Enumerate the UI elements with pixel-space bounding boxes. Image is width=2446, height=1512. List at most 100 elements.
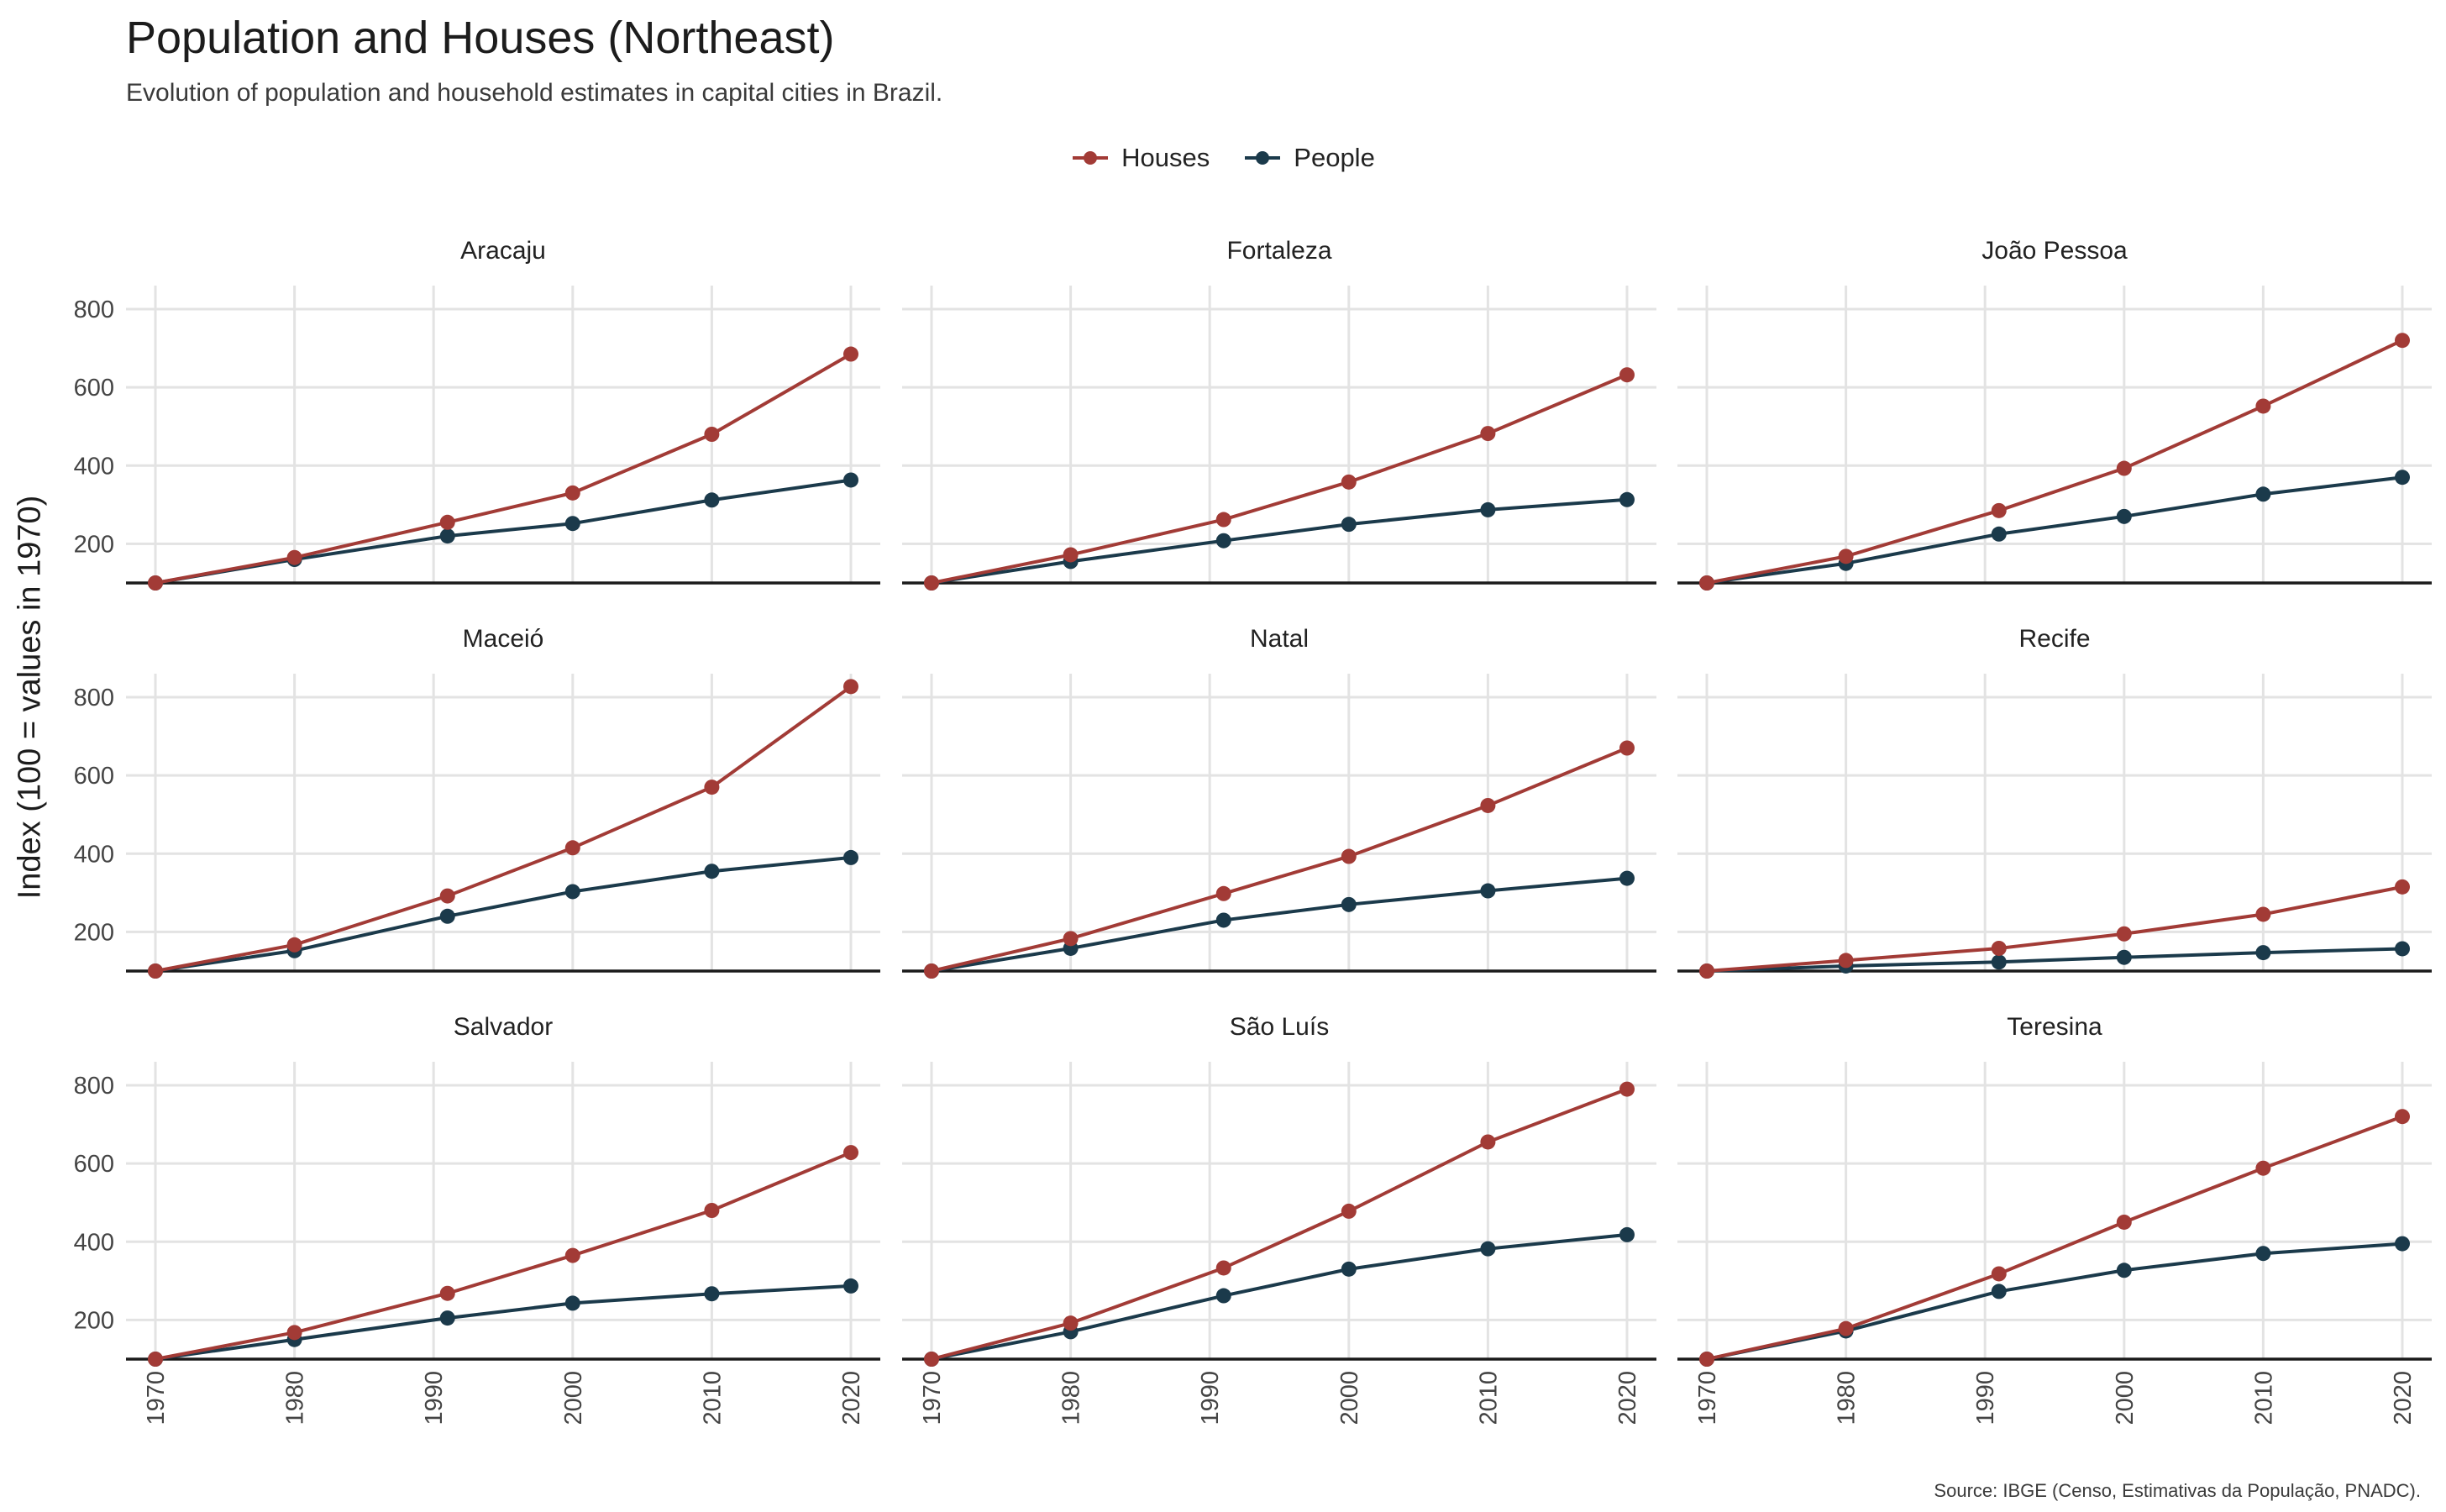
point-houses bbox=[1991, 940, 2007, 956]
legend-item-people: People bbox=[1243, 143, 1375, 173]
x-tick-label: 1980 bbox=[1834, 1371, 1861, 1425]
y-tick-label: 400 bbox=[74, 453, 114, 480]
y-tick-label: 400 bbox=[74, 1229, 114, 1256]
point-houses bbox=[1480, 797, 1496, 813]
point-houses bbox=[1699, 963, 1714, 979]
y-tick-label: 600 bbox=[74, 1151, 114, 1178]
point-people bbox=[843, 1278, 858, 1294]
legend-label-people: People bbox=[1294, 143, 1375, 172]
series-line-houses bbox=[1706, 1115, 2403, 1361]
facet-title: Teresina bbox=[2007, 1013, 2102, 1041]
series-line-houses bbox=[931, 373, 1628, 585]
chart-caption: Source: IBGE (Censo, Estimativas da Popu… bbox=[1934, 1480, 2421, 1501]
point-houses bbox=[1838, 549, 1854, 564]
point-people bbox=[2395, 1236, 2410, 1252]
point-houses bbox=[1215, 885, 1231, 901]
point-houses bbox=[1480, 426, 1496, 442]
y-tick-label: 800 bbox=[74, 1073, 114, 1100]
point-houses bbox=[704, 427, 720, 442]
series-line-houses bbox=[155, 352, 852, 585]
point-houses bbox=[1341, 1203, 1357, 1219]
point-houses bbox=[1063, 1315, 1079, 1331]
point-houses bbox=[1063, 931, 1079, 947]
point-people bbox=[2116, 1263, 2132, 1278]
facet-panel-aracaju: Aracaju 200 400 600 800 bbox=[74, 237, 880, 591]
x-tick-label: 1970 bbox=[1694, 1371, 1721, 1425]
series-line-people bbox=[1706, 947, 2403, 973]
series-line-people bbox=[931, 497, 1628, 585]
point-houses bbox=[439, 514, 455, 530]
series-line-people bbox=[1706, 475, 2403, 585]
point-houses bbox=[843, 346, 858, 362]
x-tick-label: 1990 bbox=[421, 1371, 448, 1425]
series-line-people bbox=[1706, 1242, 2403, 1361]
facet-title: Maceió bbox=[462, 625, 544, 653]
series-line-people bbox=[155, 1284, 852, 1361]
point-houses bbox=[2116, 460, 2132, 476]
y-tick-label: 200 bbox=[74, 1307, 114, 1334]
point-houses bbox=[1619, 367, 1635, 383]
point-people bbox=[1619, 1226, 1635, 1242]
facet-plot bbox=[1677, 286, 2432, 591]
point-people bbox=[1341, 517, 1357, 533]
facet-title: São Luís bbox=[1229, 1013, 1330, 1041]
point-people bbox=[1991, 1284, 2007, 1299]
point-houses bbox=[286, 1325, 302, 1341]
x-tick-label: 1970 bbox=[143, 1371, 170, 1425]
point-houses bbox=[564, 840, 580, 856]
facet-plot bbox=[1677, 674, 2432, 979]
series-line-houses bbox=[155, 685, 853, 973]
point-people bbox=[2395, 470, 2410, 486]
point-houses bbox=[439, 888, 455, 904]
y-tick-label: 800 bbox=[74, 685, 114, 711]
facet-panel-sao-luis: São Luís 1970 1980 1990 2000 2010 2020 bbox=[902, 1013, 1656, 1425]
point-houses bbox=[439, 1285, 455, 1301]
point-houses bbox=[704, 1203, 720, 1218]
point-houses bbox=[1480, 1134, 1496, 1150]
point-people bbox=[2116, 508, 2132, 524]
facet-plot: 200 400 600 800 bbox=[74, 286, 880, 591]
facet-panel-salvador: Salvador 200 400 600 800 1970 1980 1990 2000 2010… bbox=[74, 1013, 880, 1425]
y-tick-label: 600 bbox=[74, 375, 114, 402]
facet-panel-recife: Recife bbox=[1677, 625, 2432, 979]
point-houses bbox=[148, 963, 163, 979]
series-line-houses bbox=[1706, 885, 2403, 973]
x-tick-label: 1980 bbox=[282, 1371, 309, 1425]
y-tick-label: 400 bbox=[74, 841, 114, 868]
point-people bbox=[1480, 883, 1496, 899]
point-people bbox=[1480, 1241, 1496, 1257]
point-houses bbox=[148, 575, 163, 591]
point-houses bbox=[924, 1352, 939, 1367]
legend-key-houses bbox=[1073, 151, 1109, 165]
facet-panel-fortaleza: Fortaleza bbox=[902, 237, 1656, 591]
facet-title: Aracaju bbox=[460, 237, 546, 265]
series-line-people bbox=[155, 855, 852, 973]
series-line-people bbox=[155, 478, 852, 585]
x-tick-label: 2020 bbox=[838, 1371, 865, 1425]
point-people bbox=[2255, 486, 2271, 502]
point-houses bbox=[1341, 474, 1357, 490]
x-tick-label: 2010 bbox=[2250, 1371, 2277, 1425]
point-people bbox=[1991, 954, 2007, 970]
point-people bbox=[1619, 870, 1635, 886]
point-people bbox=[1480, 501, 1496, 517]
x-tick-label: 2020 bbox=[2390, 1371, 2417, 1425]
point-houses bbox=[564, 1247, 580, 1263]
facet-plot bbox=[902, 674, 1656, 979]
facet-plot: 1970 1980 1990 2000 2010 2020 bbox=[1677, 1062, 2432, 1425]
x-tick-label: 1970 bbox=[919, 1371, 946, 1425]
point-people bbox=[843, 849, 858, 865]
x-tick-label: 2010 bbox=[1475, 1371, 1502, 1425]
point-houses bbox=[1991, 1266, 2007, 1282]
y-tick-label: 200 bbox=[74, 531, 114, 558]
point-houses bbox=[2395, 879, 2410, 895]
legend-key-people bbox=[1245, 151, 1281, 165]
point-people bbox=[1215, 1288, 1231, 1304]
point-houses bbox=[286, 549, 302, 565]
point-houses bbox=[1838, 1320, 1854, 1336]
series-line-houses bbox=[931, 1087, 1628, 1361]
point-people bbox=[2255, 1246, 2271, 1262]
point-people bbox=[2116, 949, 2132, 965]
x-tick-label: 2000 bbox=[560, 1371, 587, 1425]
chart-title: Population and Houses (Northeast) bbox=[126, 13, 835, 63]
